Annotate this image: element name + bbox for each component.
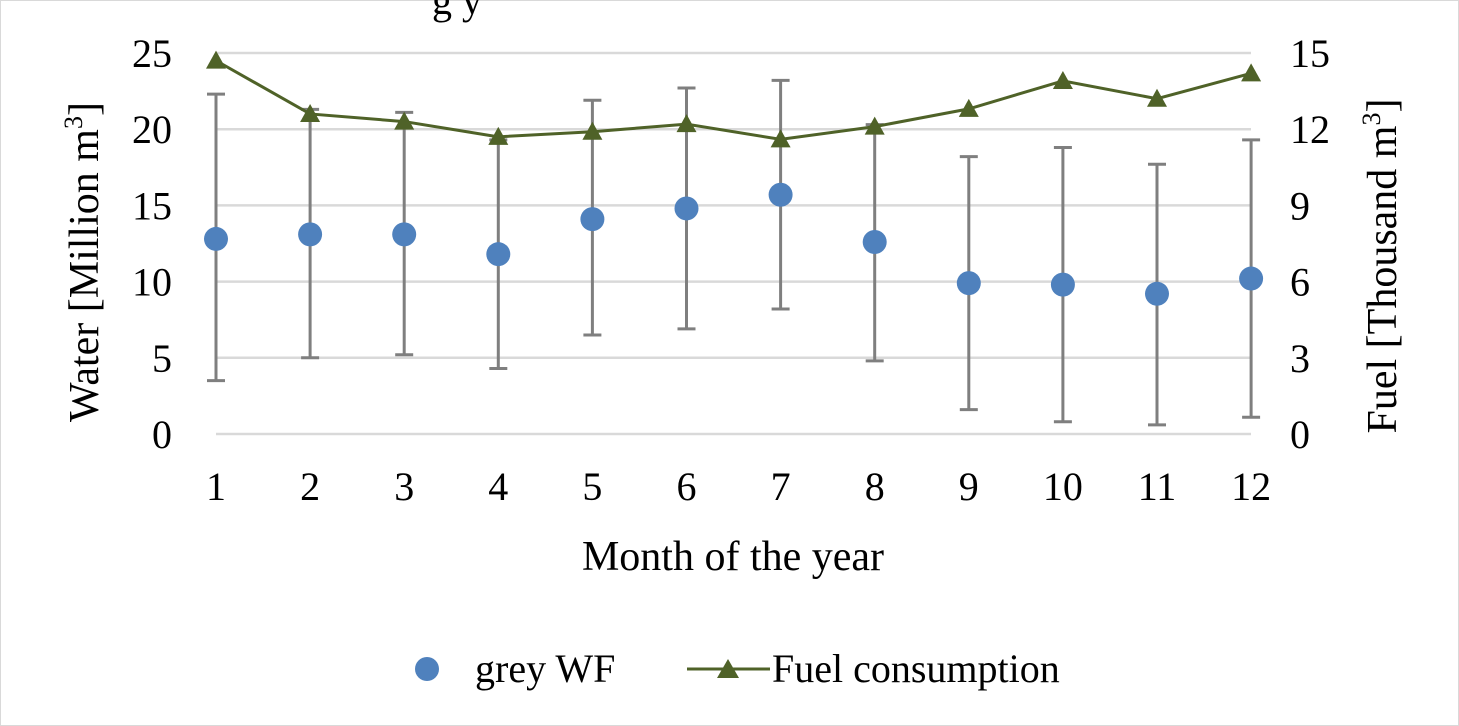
legend-label-grey-wf: grey WF: [475, 646, 615, 691]
fuel-consumption-point: [1241, 63, 1262, 82]
x-axis-title: Month of the year: [582, 534, 884, 580]
legend-triangle-marker-icon: [717, 659, 739, 678]
grey-wf-point: [580, 207, 605, 232]
fuel-consumption-point: [676, 114, 697, 133]
y-right-tick-label: 0: [1290, 412, 1310, 457]
fuel-consumption-point: [488, 126, 509, 145]
grey-wf-point: [1050, 272, 1075, 297]
grey-wf-point: [392, 222, 417, 247]
y-right-tick-label: 15: [1290, 31, 1330, 76]
y-left-tick-label: 10: [132, 260, 172, 305]
legend-circle-marker-icon: [415, 657, 439, 681]
x-tick-label: 12: [1231, 464, 1271, 509]
y-right-tick-label: 12: [1290, 107, 1330, 152]
x-tick-label: 2: [300, 464, 320, 509]
y-left-tick-label: 5: [152, 336, 172, 381]
grey-wf-point: [298, 222, 323, 247]
fuel-consumption-point: [394, 111, 415, 130]
fuel-consumption-point: [770, 129, 791, 148]
x-tick-label: 11: [1138, 464, 1177, 509]
x-tick-label: 9: [959, 464, 979, 509]
x-axis-ticks: 1 2 3 4 5 6 7 8 9 10 11 12: [206, 464, 1271, 509]
y-left-tick-label: 25: [132, 31, 172, 76]
fuel-consumption-point: [582, 121, 603, 140]
right-axis-ticks: 0 3 6 9 12 15: [1290, 31, 1330, 457]
chart-title-fragment: g y: [432, 0, 482, 23]
fuel-consumption-point: [300, 103, 321, 122]
grey-wf-point: [204, 226, 228, 251]
grey-wf-point: [862, 229, 887, 254]
gridlines: [216, 51, 1251, 436]
fuel-consumption-point: [958, 98, 979, 117]
grey-wf-point: [768, 182, 793, 207]
x-tick-label: 1: [206, 464, 226, 509]
x-tick-label: 3: [394, 464, 414, 509]
x-tick-label: 5: [582, 464, 602, 509]
grey-wf-point: [486, 242, 511, 267]
fuel-consumption-point: [206, 50, 226, 69]
grey-wf-point: [956, 271, 981, 296]
grey-wf-point: [674, 196, 699, 221]
fuel-consumption-point: [864, 116, 885, 135]
grey-wf-point: [1145, 281, 1169, 306]
fuel-consumption-point: [1052, 70, 1073, 89]
y-right-tick-label: 9: [1290, 183, 1310, 228]
y-axis-right-title: Fuel [Thousand m3]: [1357, 99, 1406, 434]
x-tick-label: 7: [771, 464, 791, 509]
x-tick-label: 8: [865, 464, 885, 509]
grey-wf-series: [204, 182, 1264, 306]
y-right-tick-label: 3: [1290, 336, 1310, 381]
fuel-consumption-point: [1147, 88, 1167, 107]
fuel-consumption-series: [206, 50, 1262, 148]
y-right-tick-label: 6: [1290, 260, 1310, 305]
legend-label-fuel-consumption: Fuel consumption: [772, 646, 1060, 691]
y-left-tick-label: 15: [132, 183, 172, 228]
y-left-tick-label: 20: [132, 107, 172, 152]
x-tick-label: 6: [677, 464, 697, 509]
fuel-consumption-line: [215, 59, 1252, 141]
x-tick-label: 4: [488, 464, 508, 509]
y-axis-left-title: Water [Million m3]: [59, 102, 108, 422]
x-tick-label: 10: [1043, 464, 1083, 509]
legend: grey WF Fuel consumption: [415, 646, 1060, 691]
y-left-tick-label: 0: [152, 412, 172, 457]
grey-wf-point: [1239, 266, 1264, 291]
left-axis-ticks: 0 5 10 15 20 25: [132, 31, 172, 457]
